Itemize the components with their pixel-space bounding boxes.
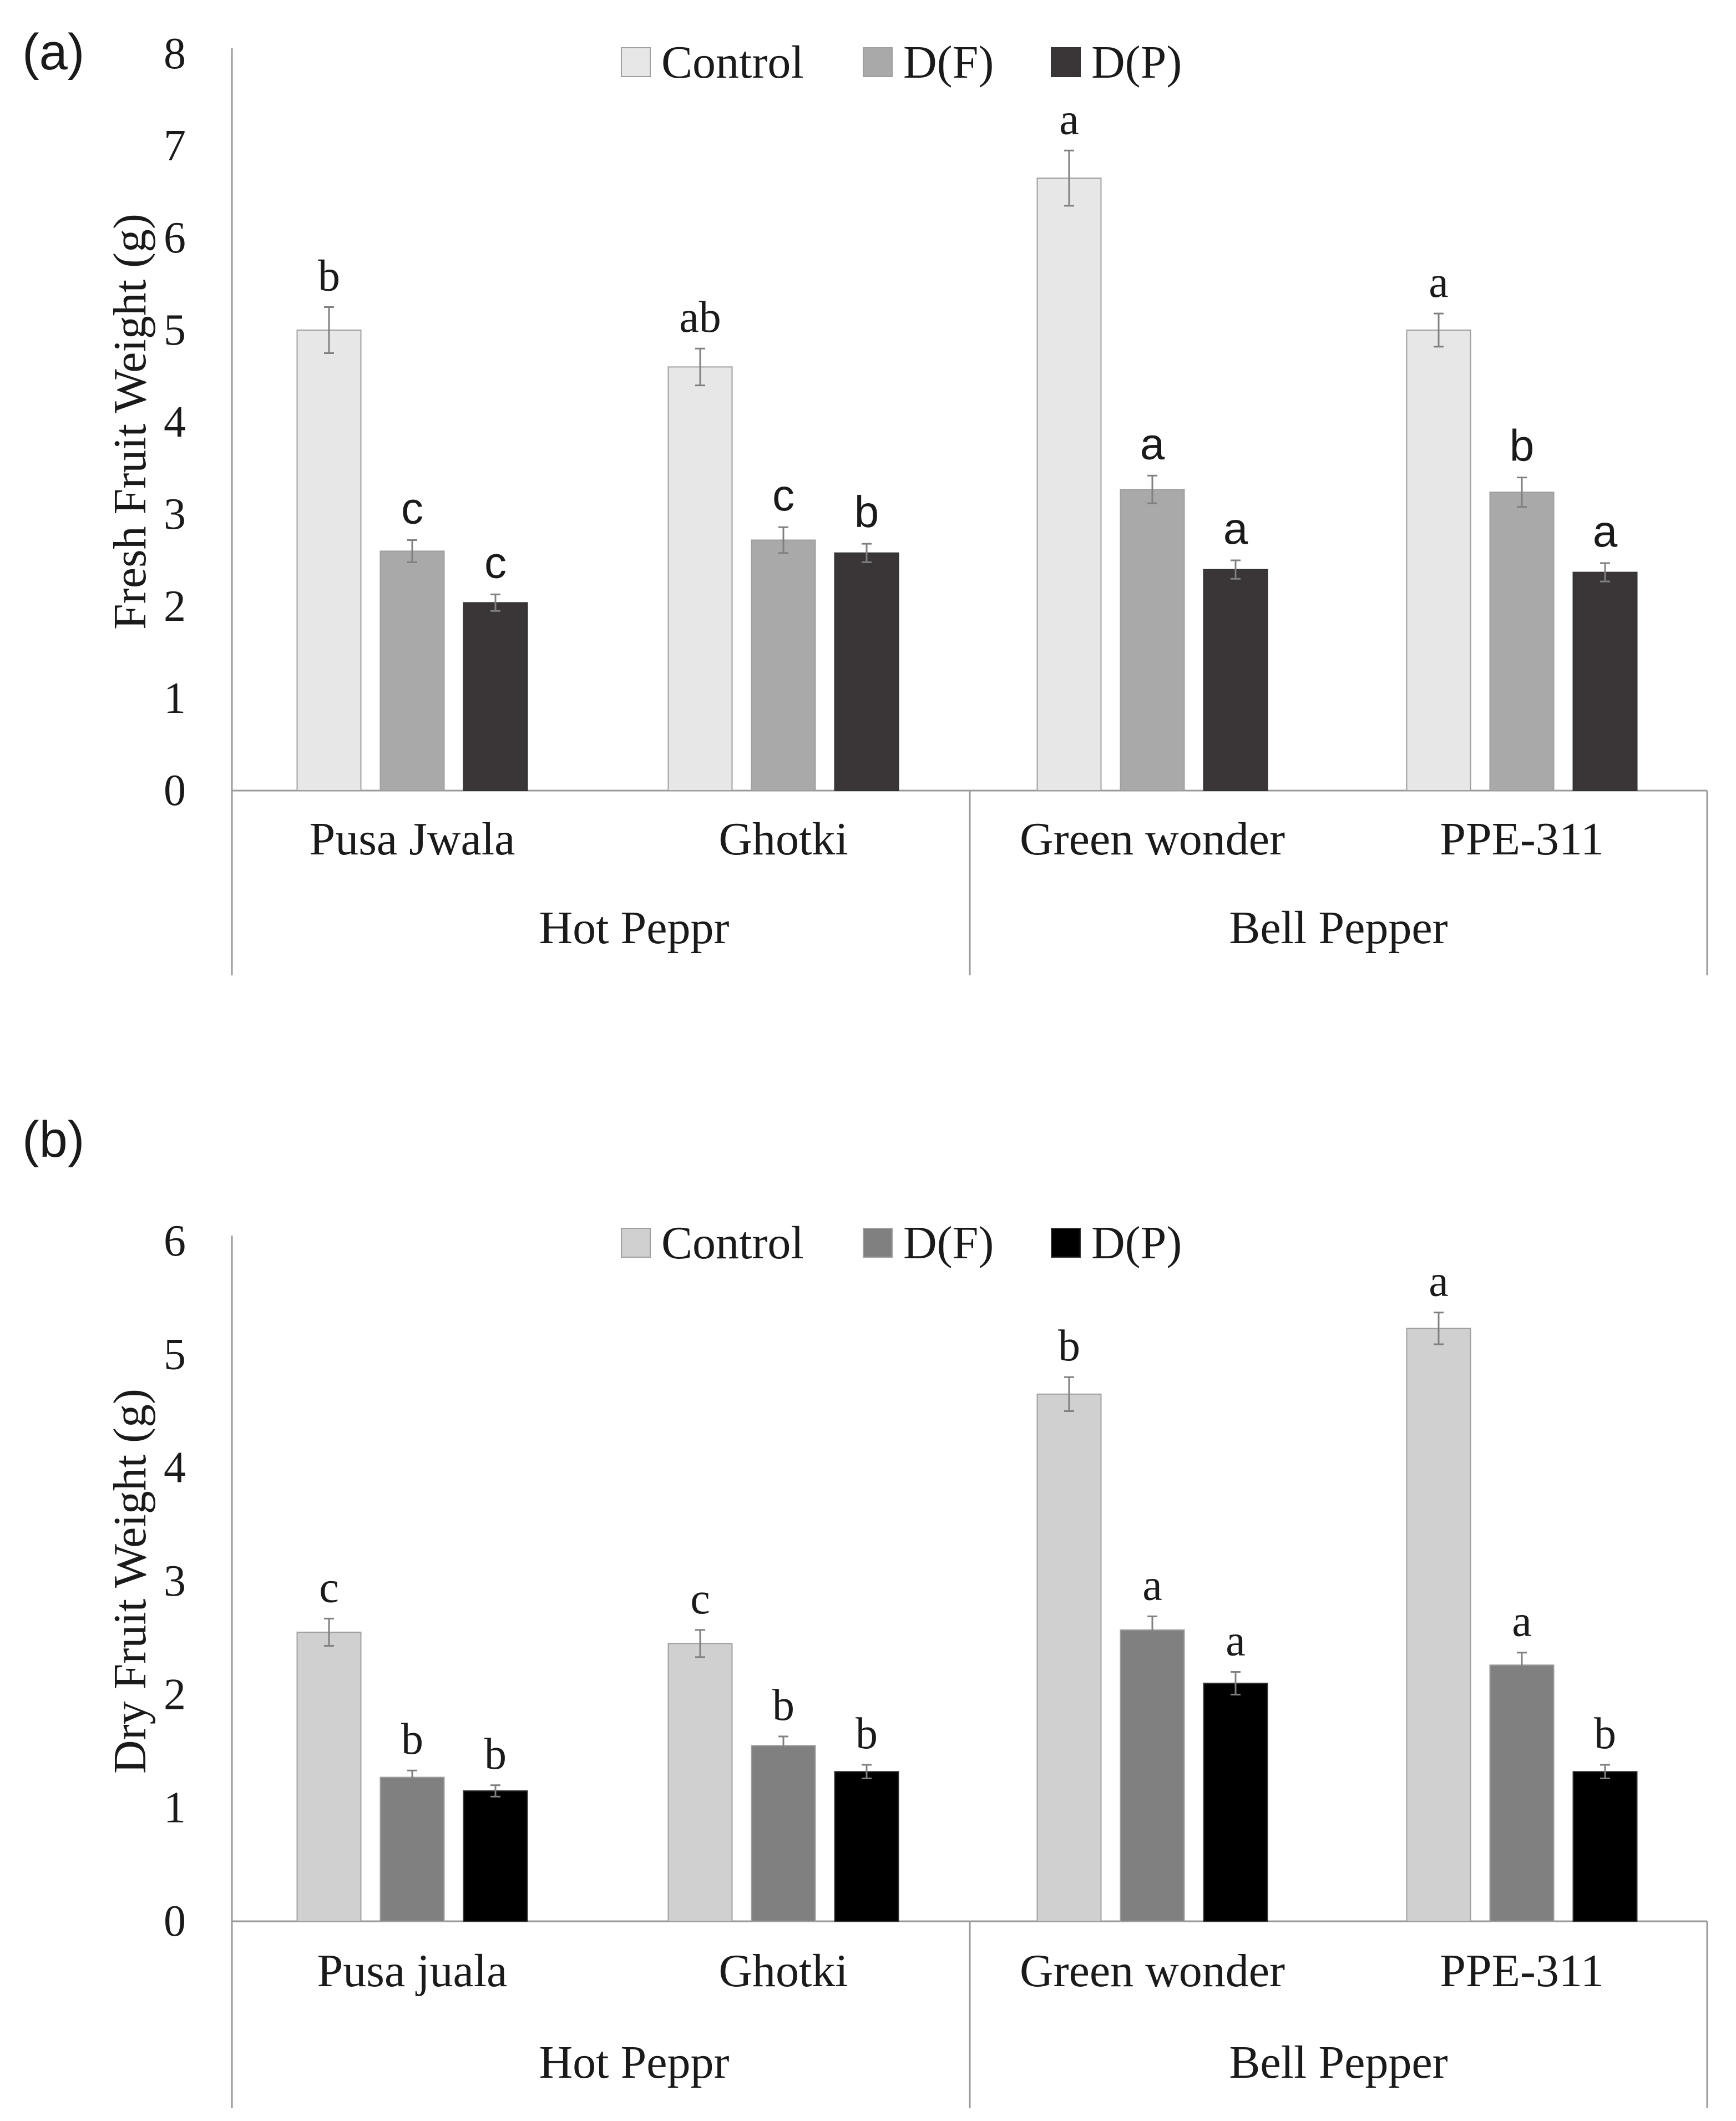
significance-letter: a: [1512, 1597, 1532, 1646]
y-tick-label: 7: [164, 122, 186, 170]
x-group-label: Bell Pepper: [1229, 2037, 1447, 2088]
significance-letter: b: [772, 1681, 794, 1730]
significance-letter: c: [319, 1563, 339, 1612]
significance-letter: b: [854, 487, 879, 536]
y-tick-label: 0: [164, 766, 186, 815]
significance-letter: b: [318, 252, 340, 301]
bar-control-2: [1036, 178, 1102, 792]
legend-label: D(P): [1091, 1217, 1182, 1269]
legend-label: Control: [661, 37, 804, 88]
significance-letter: a: [1142, 1561, 1162, 1609]
bar-control-1: [667, 1643, 733, 1922]
x-category-label: Green wonder: [1020, 1945, 1285, 1997]
bar-d-f--0: [379, 550, 445, 792]
panel-label: (a): [22, 24, 84, 80]
y-tick-label: 5: [164, 306, 186, 355]
y-axis-title: Dry Fruit Weight (g): [104, 1389, 156, 1774]
y-tick-label: 4: [164, 398, 186, 447]
significance-letter: b: [856, 1709, 878, 1758]
bar-control-3: [1406, 1328, 1471, 1922]
y-tick-label: 2: [164, 1670, 186, 1719]
bar-d-p--1: [834, 552, 899, 791]
significance-letter: c: [401, 483, 423, 533]
x-category-label: Pusa Jwala: [310, 813, 515, 865]
bar-d-p--3: [1572, 571, 1638, 791]
x-category-label: Green wonder: [1020, 813, 1285, 865]
bar-control-0: [296, 1631, 362, 1922]
bar-d-f--2: [1120, 489, 1185, 791]
y-tick-label: 3: [164, 1557, 186, 1606]
bar-control-0: [296, 330, 362, 791]
y-tick-label: 6: [164, 1217, 186, 1265]
significance-letter: a: [1429, 258, 1449, 307]
significance-letter: b: [1594, 1709, 1616, 1758]
legend-swatch: [863, 47, 893, 77]
x-group-label: Bell Pepper: [1229, 902, 1447, 954]
bar-d-p--3: [1572, 1771, 1638, 1922]
y-tick-label: 6: [164, 214, 186, 262]
panel-label: (b): [22, 1111, 84, 1168]
x-category-label: Pusa juala: [317, 1945, 508, 1997]
y-tick-label: 0: [164, 1897, 186, 1946]
bar-d-f--0: [379, 1776, 445, 1922]
significance-letter: b: [484, 1730, 507, 1779]
x-category-label: Ghotki: [718, 1945, 848, 1997]
y-tick-label: 4: [164, 1444, 186, 1492]
x-group-label: Hot Peppr: [539, 2037, 730, 2088]
y-axis-title: Fresh Fruit Weight (g): [104, 214, 156, 630]
x-category-label: Ghotki: [718, 813, 848, 865]
bar-control-2: [1036, 1393, 1102, 1922]
significance-letter: c: [484, 538, 507, 587]
bar-d-f--1: [751, 1745, 816, 1922]
legend-swatch: [863, 1228, 893, 1258]
legend-label: D(F): [903, 1217, 994, 1269]
legend-label: D(F): [903, 37, 994, 88]
significance-letter: b: [1058, 1322, 1080, 1370]
legend-swatch: [621, 47, 651, 77]
significance-letter: a: [1593, 507, 1618, 556]
y-tick-label: 2: [164, 582, 186, 631]
bar-control-1: [667, 366, 733, 791]
x-category-label: PPE-311: [1440, 1945, 1604, 1997]
legend-swatch: [1051, 47, 1081, 77]
bar-d-p--0: [463, 1790, 528, 1922]
significance-letter: b: [1510, 421, 1535, 470]
y-tick-label: 1: [164, 1784, 186, 1833]
bar-control-3: [1406, 330, 1471, 791]
significance-letter: b: [401, 1715, 423, 1764]
bar-d-p--1: [834, 1771, 899, 1922]
y-tick-label: 5: [164, 1330, 186, 1379]
bar-d-p--2: [1203, 1682, 1268, 1922]
significance-letter: a: [1429, 1257, 1449, 1306]
significance-letter: c: [690, 1575, 710, 1623]
significance-letter: ab: [679, 293, 721, 342]
y-tick-label: 3: [164, 490, 186, 539]
bar-d-f--3: [1489, 492, 1555, 791]
bar-d-p--0: [463, 602, 528, 791]
legend-label: Control: [661, 1217, 804, 1269]
significance-letter: a: [1223, 504, 1248, 553]
significance-letter: a: [1140, 419, 1165, 468]
legend-swatch: [621, 1228, 651, 1258]
legend-swatch: [1051, 1228, 1081, 1258]
x-category-label: PPE-311: [1440, 813, 1604, 865]
significance-letter: c: [772, 470, 794, 520]
legend-label: D(P): [1091, 37, 1182, 88]
x-group-label: Hot Peppr: [539, 902, 730, 954]
significance-letter: a: [1059, 95, 1079, 144]
bar-d-p--2: [1203, 569, 1268, 791]
significance-letter: a: [1226, 1616, 1246, 1665]
y-tick-label: 1: [164, 674, 186, 723]
y-tick-label: 8: [164, 29, 186, 78]
bar-d-f--2: [1120, 1629, 1185, 1922]
bar-d-f--1: [751, 539, 816, 791]
chart-panel-b: (b) 0 1 2 3 4 5 6 Dry Fruit Weight (g) c c b a b b a a b b…: [22, 1111, 1708, 2108]
bar-d-f--3: [1489, 1664, 1555, 1922]
